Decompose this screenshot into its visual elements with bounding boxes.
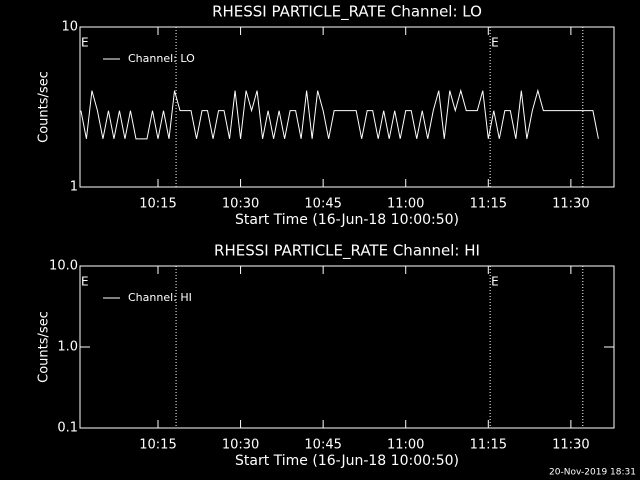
x-tick-label: 10:30 [222,197,259,212]
x-tick-label: 11:00 [387,438,424,453]
x-axis-title: Start Time (16-Jun-18 10:00:50) [235,453,459,469]
chart-title: RHESSI PARTICLE_RATE Channel: LO [212,3,482,22]
y-tick-label: 1 [70,180,78,195]
x-axis-title: Start Time (16-Jun-18 10:00:50) [235,212,459,228]
event-label: E [81,36,89,50]
x-tick-label: 11:30 [552,197,589,212]
x-tick-label: 11:00 [387,197,424,212]
x-tick-label: 10:15 [139,197,176,212]
legend-label: Channel: HI [128,291,192,304]
y-tick-label: 10.0 [49,259,78,274]
plot-frame [79,26,615,188]
legend-label: Channel: LO [128,52,195,65]
y-tick-label: 10 [61,20,78,35]
event-label: E [81,275,89,289]
y-axis-title: Counts/sec [37,71,52,143]
x-tick-label: 10:15 [139,438,176,453]
y-axis-title: Counts/sec [37,311,52,383]
event-label: E [491,36,499,50]
x-tick-label: 11:15 [470,438,507,453]
event-label: E [491,275,499,289]
y-tick-label: 0.1 [57,421,78,436]
data-line [80,88,599,140]
chart-title: RHESSI PARTICLE_RATE Channel: HI [214,242,480,261]
x-tick-label: 10:45 [304,197,341,212]
x-tick-label: 11:15 [470,197,507,212]
y-tick-label: 1.0 [57,340,78,355]
x-tick-label: 10:30 [222,438,259,453]
x-tick-label: 11:30 [552,438,589,453]
x-tick-label: 10:45 [304,438,341,453]
footer: 20-Nov-2019 18:31 [549,468,636,478]
